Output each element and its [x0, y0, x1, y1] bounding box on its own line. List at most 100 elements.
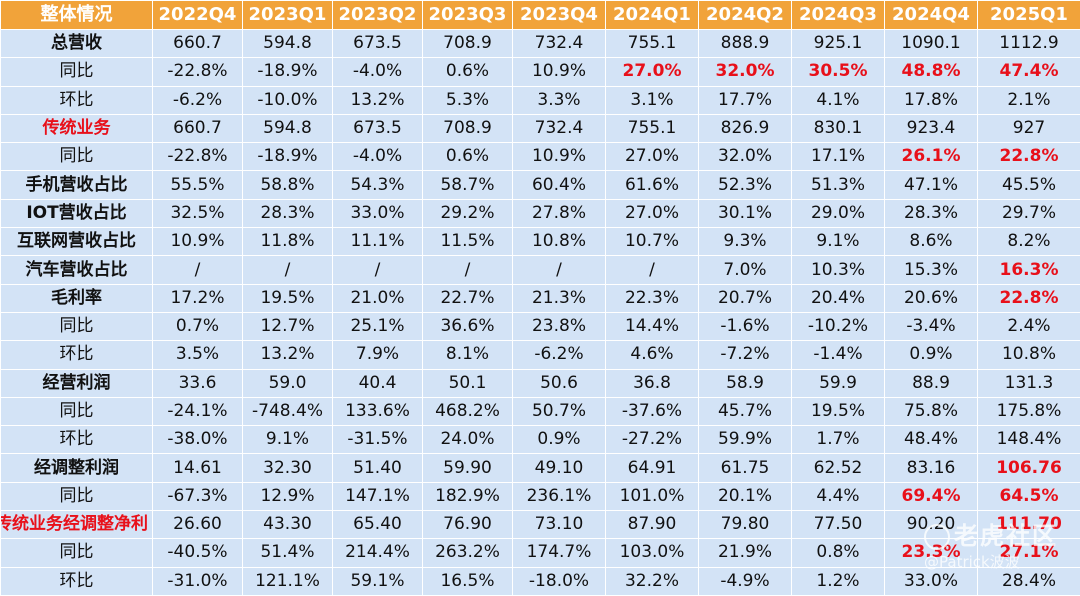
table-cell: 54.3% [333, 171, 423, 199]
table-cell: 58.7% [423, 171, 513, 199]
table-cell: -1.6% [699, 312, 792, 340]
table-cell: -31.0% [153, 567, 243, 595]
table-cell: 732.4 [513, 114, 606, 142]
header-period: 2024Q2 [699, 1, 792, 30]
table-cell: -37.6% [606, 397, 699, 425]
table-cell: -31.5% [333, 426, 423, 454]
table-cell: -3.4% [885, 312, 978, 340]
table-cell: 660.7 [153, 30, 243, 58]
table-cell: 62.52 [792, 454, 885, 482]
table-cell: 8.2% [978, 228, 1080, 256]
table-cell: 27.0% [606, 143, 699, 171]
table-cell: 17.8% [885, 86, 978, 114]
table-cell: 90.20 [885, 511, 978, 539]
table-cell: 61.6% [606, 171, 699, 199]
table-cell: 10.9% [513, 58, 606, 86]
table-cell: 131.3 [978, 369, 1080, 397]
table-cell: 65.40 [333, 511, 423, 539]
table-cell: 23.8% [513, 312, 606, 340]
table-cell: 826.9 [699, 114, 792, 142]
header-period: 2024Q3 [792, 1, 885, 30]
table-cell: 0.7% [153, 312, 243, 340]
table-cell: 106.76 [978, 454, 1080, 482]
row-label: 同比 [1, 143, 153, 171]
table-cell: 9.1% [243, 426, 333, 454]
table-cell: 50.7% [513, 397, 606, 425]
table-cell: 52.3% [699, 171, 792, 199]
table-cell: 925.1 [792, 30, 885, 58]
table-row: 同比-22.8%-18.9%-4.0%0.6%10.9%27.0%32.0%30… [1, 58, 1080, 86]
table-cell: -1.4% [792, 341, 885, 369]
table-cell: 61.75 [699, 454, 792, 482]
table-cell: 59.0 [243, 369, 333, 397]
table-cell: 19.5% [243, 284, 333, 312]
table-cell: 22.8% [978, 284, 1080, 312]
row-label: 同比 [1, 312, 153, 340]
table-cell: 9.1% [792, 228, 885, 256]
header-period: 2025Q1 [978, 1, 1080, 30]
table-cell: 51.40 [333, 454, 423, 482]
table-row: 同比-40.5%51.4%214.4%263.2%174.7%103.0%21.… [1, 539, 1080, 567]
row-label: 环比 [1, 567, 153, 595]
table-cell: 79.80 [699, 511, 792, 539]
header-period: 2023Q3 [423, 1, 513, 30]
table-cell: 888.9 [699, 30, 792, 58]
table-cell: 3.3% [513, 86, 606, 114]
table-row: 汽车营收占比//////7.0%10.3%15.3%16.3% [1, 256, 1080, 284]
table-cell: 10.9% [153, 228, 243, 256]
row-label: 环比 [1, 426, 153, 454]
table-cell: 594.8 [243, 30, 333, 58]
table-cell: 594.8 [243, 114, 333, 142]
table-cell: -7.2% [699, 341, 792, 369]
row-label: 同比 [1, 58, 153, 86]
table-cell: 24.0% [423, 426, 513, 454]
table-cell: 2.1% [978, 86, 1080, 114]
table-cell: 40.4 [333, 369, 423, 397]
table-cell: 36.6% [423, 312, 513, 340]
table-cell: 20.4% [792, 284, 885, 312]
table-cell: -18.9% [243, 58, 333, 86]
header-period: 2023Q1 [243, 1, 333, 30]
table-cell: 12.9% [243, 482, 333, 510]
table-cell: 3.5% [153, 341, 243, 369]
table-cell: 10.8% [513, 228, 606, 256]
table-cell: 175.8% [978, 397, 1080, 425]
table-cell: 673.5 [333, 30, 423, 58]
table-cell: 4.4% [792, 482, 885, 510]
table-cell: -22.8% [153, 58, 243, 86]
table-cell: 923.4 [885, 114, 978, 142]
table-cell: 33.0% [333, 199, 423, 227]
table-cell: 236.1% [513, 482, 606, 510]
table-cell: 755.1 [606, 30, 699, 58]
table-cell: 64.5% [978, 482, 1080, 510]
table-cell: 29.0% [792, 199, 885, 227]
table-cell: 708.9 [423, 114, 513, 142]
table-cell: -4.9% [699, 567, 792, 595]
table-cell: 20.1% [699, 482, 792, 510]
table-cell: 21.3% [513, 284, 606, 312]
table-cell: 45.7% [699, 397, 792, 425]
table-cell: 49.10 [513, 454, 606, 482]
table-cell: 5.3% [423, 86, 513, 114]
table-row: 同比-24.1%-748.4%133.6%468.2%50.7%-37.6%45… [1, 397, 1080, 425]
header-period: 2023Q4 [513, 1, 606, 30]
table-cell: 214.4% [333, 539, 423, 567]
table-cell: / [513, 256, 606, 284]
table-cell: 103.0% [606, 539, 699, 567]
table-cell: 27.1% [978, 539, 1080, 567]
row-label: 同比 [1, 539, 153, 567]
table-cell: 13.2% [243, 341, 333, 369]
table-cell: 51.3% [792, 171, 885, 199]
row-label: 同比 [1, 482, 153, 510]
table-cell: 30.1% [699, 199, 792, 227]
row-label: 环比 [1, 341, 153, 369]
table-cell: 182.9% [423, 482, 513, 510]
row-label: 同比 [1, 397, 153, 425]
